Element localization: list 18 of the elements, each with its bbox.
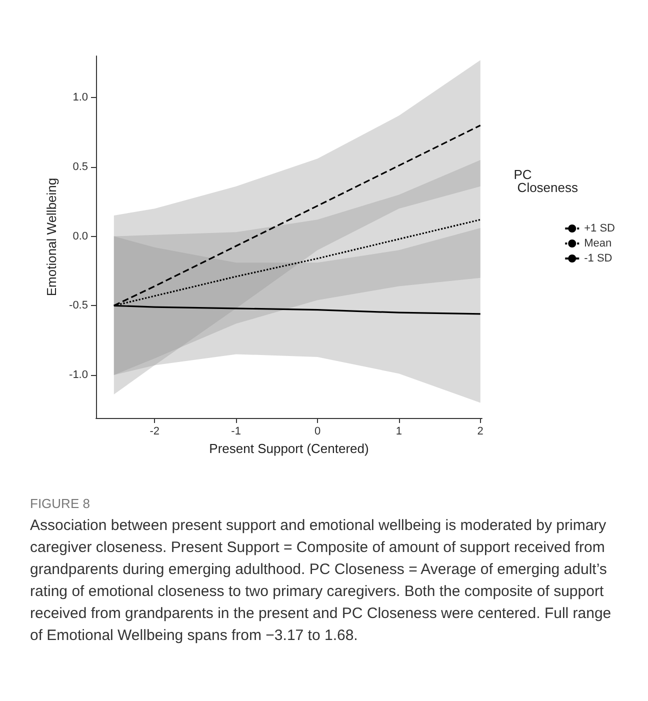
x-axis-title: Present Support (Centered) (209, 440, 369, 456)
legend-title: PC Closeness (514, 167, 578, 195)
x-tick-label: 1 (396, 426, 402, 438)
text: Association between present support and emotional wellbeing is moderated by primary caregiver closeness. Present Support = Composite of amount of support received from grandparents during emerging adulthood. PC Closeness = Average of emerging adult’s rating of emotional closeness to two primary caregivers. Both the composite of support received from grandparents in the present and PC Closeness were centered. Full range of Emotional Wellbeing spans from −3.17 to 1.68. (30, 516, 612, 646)
y-tick-label: 0.0 (72, 230, 88, 242)
x-tick-label: -1 (231, 426, 241, 438)
x-tick-label: 2 (477, 426, 484, 438)
y-tick-label: 1.0 (72, 92, 88, 104)
y-tick-label: -1.0 (69, 369, 88, 382)
y-tick-label: 0.5 (72, 160, 88, 173)
legend-label: +1 SD (584, 222, 616, 234)
y-axis-title: Emotional Wellbeing (44, 178, 60, 296)
legend-label: -1 SD (584, 252, 612, 264)
x-tick-label: 0 (314, 426, 321, 438)
caption: FIGURE 8 (30, 496, 91, 511)
x-tick-label: -2 (150, 426, 160, 438)
legend-label: Mean (584, 238, 612, 250)
y-tick-label: -0.5 (69, 300, 88, 312)
